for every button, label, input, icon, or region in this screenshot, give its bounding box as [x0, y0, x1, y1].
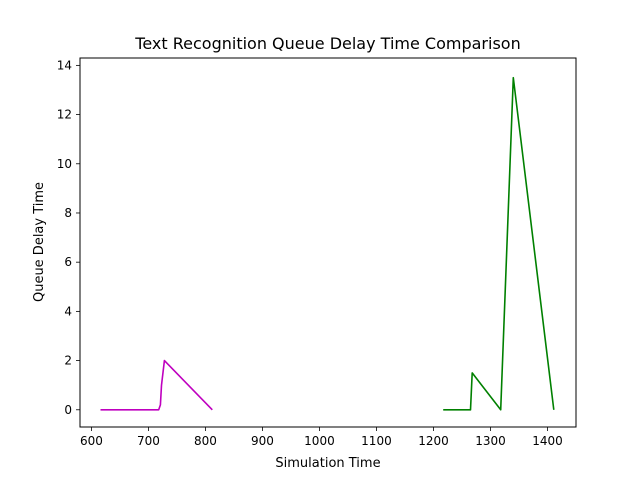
plot-area [100, 76, 555, 411]
x-tick-label: 1400 [532, 434, 563, 448]
plot-frame [79, 57, 577, 428]
y-tick-label: 12 [57, 108, 72, 122]
series-line-1 [100, 359, 213, 411]
chart-title: Text Recognition Queue Delay Time Compar… [134, 34, 520, 53]
y-tick-label: 6 [64, 255, 72, 269]
x-axis-label: Simulation Time [275, 456, 380, 471]
y-axis-label: Queue Delay Time [32, 182, 47, 302]
y-tick-label: 10 [57, 157, 72, 171]
y-tick-label: 4 [64, 304, 72, 318]
x-tick-label: 800 [194, 434, 217, 448]
x-tick-label: 1000 [304, 434, 335, 448]
x-tick-label: 1200 [418, 434, 449, 448]
series-line-2 [443, 76, 555, 411]
y-tick-label: 8 [64, 206, 72, 220]
x-axis: 600 700 800 900 1000 1100 1200 1300 1400 [80, 427, 563, 448]
y-tick-label: 2 [64, 354, 72, 368]
y-tick-label: 0 [64, 403, 72, 417]
y-axis: 0 2 4 6 8 10 12 14 [57, 58, 80, 417]
x-tick-label: 1300 [475, 434, 506, 448]
x-tick-label: 1100 [361, 434, 392, 448]
y-tick-label: 14 [57, 58, 72, 72]
x-tick-label: 600 [80, 434, 103, 448]
x-tick-label: 900 [251, 434, 274, 448]
x-tick-label: 700 [137, 434, 160, 448]
